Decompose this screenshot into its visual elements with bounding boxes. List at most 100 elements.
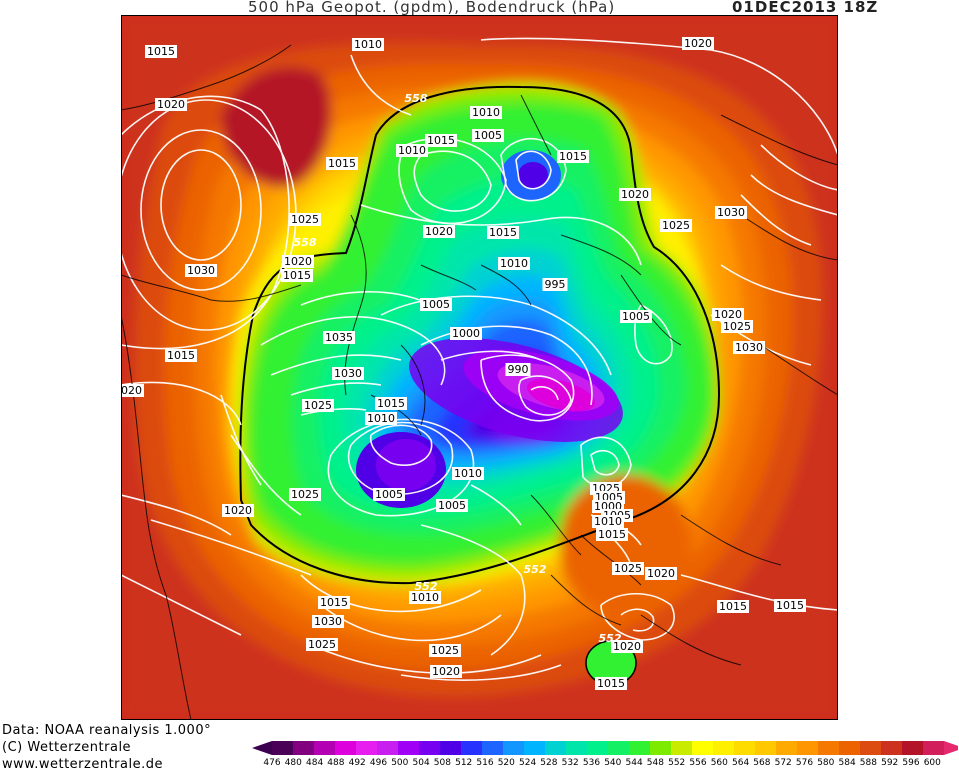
legend-swatch (440, 741, 461, 755)
legend-tick-label: 496 (369, 758, 388, 768)
legend-tick-label: 556 (689, 758, 707, 768)
isobar-label-bg (470, 106, 502, 119)
isobar-label-bg (774, 599, 806, 612)
legend-tick-label: 520 (497, 758, 515, 768)
isobar-label-bg (717, 600, 749, 613)
legend-tick-label: 500 (391, 758, 409, 768)
isobar-label: 1010 (454, 467, 482, 480)
map-date: 01DEC2013 18Z (732, 0, 879, 16)
isobar-label: 1015 (167, 349, 195, 362)
legend-tick-label: 560 (710, 758, 728, 768)
isobar-label-bg (352, 38, 384, 51)
isobar-label: 1015 (719, 600, 747, 613)
legend-tick-label: 576 (795, 758, 814, 768)
legend-tick-label: 552 (668, 758, 686, 768)
isobar-label: 990 (508, 363, 529, 376)
credit-line-data: Data: NOAA reanalysis 1.000° (2, 723, 212, 738)
isobar-label: 1010 (500, 257, 528, 270)
legend-swatch (692, 741, 713, 755)
isobar-label: 1025 (723, 320, 751, 333)
legend-tick-label: 564 (732, 758, 750, 768)
legend-tick-label: 584 (838, 758, 856, 768)
isobar-label-bg (611, 640, 643, 653)
isobar-label: 1010 (398, 144, 426, 157)
isobar-label-bg (302, 399, 334, 412)
isobar-label: 1025 (308, 638, 336, 651)
isobar-label-bg (312, 615, 344, 628)
legend-swatch (293, 741, 314, 755)
isobar-label: 1020 (684, 37, 712, 50)
isobar-label-bg (332, 367, 364, 380)
isobar-label: 1015 (427, 134, 455, 147)
geopotential-label: 552 (524, 563, 547, 576)
isobar-label: 1015 (147, 45, 175, 58)
isobar-label: 1005 (474, 129, 502, 142)
legend-swatch (503, 741, 524, 755)
legend-tick-label: 528 (540, 758, 558, 768)
isobar-label-bg (645, 567, 677, 580)
legend-swatch (608, 741, 629, 755)
legend-tick-label: 572 (774, 758, 792, 768)
isobar-label-bg (409, 591, 441, 604)
isobar-label: 1010 (594, 515, 622, 528)
isobar-label: 1030 (187, 264, 215, 277)
isobar-label-bg (420, 298, 452, 311)
isobar-label: 1020 (647, 567, 675, 580)
legend-swatch (314, 741, 335, 755)
isobar-label-bg (222, 504, 254, 517)
isobar-label: 1015 (597, 677, 625, 690)
legend-swatch (419, 741, 440, 755)
legend-swatch (629, 741, 650, 755)
isobar-label: 1020 (284, 255, 312, 268)
isobar-label-bg (487, 226, 519, 239)
isobar-label-bg (429, 644, 461, 657)
isobar-label-bg (165, 349, 197, 362)
isobar-label-bg (715, 206, 747, 219)
legend-swatch (755, 741, 776, 755)
legend-swatch (356, 741, 377, 755)
isobar-label: 1020 (714, 308, 742, 321)
legend-tick-label: 568 (753, 758, 771, 768)
isobar-label: 1035 (325, 331, 353, 344)
isobar-label-bg (620, 310, 652, 323)
isobar-label-bg (425, 134, 457, 147)
legend-swatch (566, 741, 587, 755)
isobar-label: 1030 (717, 206, 745, 219)
isobar-label-bg (430, 665, 462, 678)
legend-swatch (671, 741, 692, 755)
isobar-label: 1015 (377, 397, 405, 410)
legend-swatch (713, 741, 734, 755)
legend-swatch (545, 741, 566, 755)
isobar-label-bg (450, 327, 482, 340)
legend-tick-label: 492 (348, 758, 366, 768)
legend-tick-label: 536 (582, 758, 601, 768)
credit-line-copyright: (C) Wetterzentrale (2, 740, 132, 755)
legend-tick-label: 504 (412, 758, 430, 768)
isobar-label-bg (323, 331, 355, 344)
legend-swatch (734, 741, 755, 755)
geopotential-label: 552 (415, 580, 438, 593)
legend-swatch (776, 741, 797, 755)
isobar-label-bg (452, 467, 484, 480)
isobar-label: 1015 (283, 269, 311, 282)
isobar-label-bg (436, 499, 468, 512)
legend-tick-label: 548 (646, 758, 664, 768)
isobar-label-bg (595, 677, 627, 690)
legend-swatch (923, 741, 944, 755)
isobar-label-bg (318, 596, 350, 609)
isobar-label: 1015 (598, 528, 626, 541)
isobar-label: 1020 (425, 225, 453, 238)
isobar-label: 1025 (431, 644, 459, 657)
isobar-label-bg (185, 264, 217, 277)
isobar-label-bg (306, 638, 338, 651)
isobar-label-bg (721, 320, 753, 333)
isobar-label-bg (145, 45, 177, 58)
legend-tick-labels: 476 480 484 488 492 496 500 504 508 512 516 520 524 5… (262, 758, 952, 770)
isobar-label: 1005 (422, 298, 450, 311)
isobar-label: 1020 (621, 188, 649, 201)
legend-tick-label: 476 (263, 758, 281, 768)
legend-tick-label: 588 (859, 758, 877, 768)
legend-swatch (461, 741, 482, 755)
isobar-label-bg (121, 384, 144, 397)
